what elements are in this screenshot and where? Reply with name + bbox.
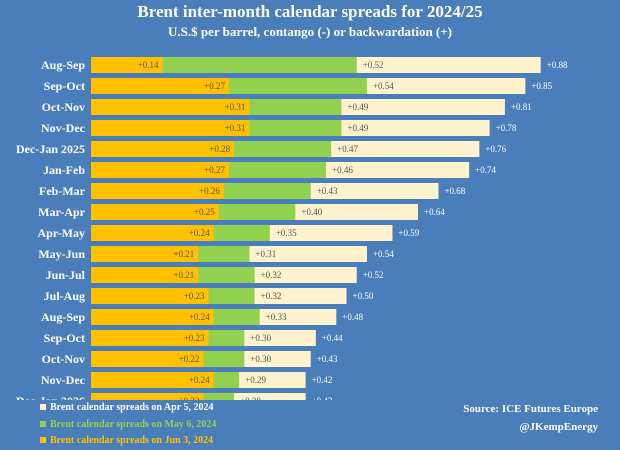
bar-jun <box>91 372 214 388</box>
data-label-apr: +0.64 <box>424 207 445 217</box>
bar-jun <box>91 204 219 220</box>
data-label-may: +0.35 <box>276 228 297 238</box>
data-label-may: +0.52 <box>363 60 384 70</box>
data-label-apr: +0.59 <box>398 228 419 238</box>
data-label-jun: +0.24 <box>189 228 210 238</box>
legend-label: Brent calendar spreads on Jun 3, 2024 <box>50 435 214 446</box>
data-label-may: +0.49 <box>347 102 368 112</box>
data-label-may: +0.31 <box>255 249 276 259</box>
author-text: @JKempEnergy <box>519 421 598 433</box>
data-label-jun: +0.21 <box>173 270 194 280</box>
data-label-apr: +0.43 <box>317 354 338 364</box>
data-label-may: +0.46 <box>332 165 353 175</box>
category-label: Feb-Mar <box>39 184 86 198</box>
category-label: Jun-Jul <box>46 268 86 282</box>
legend-label: Brent calendar spreads on May 6, 2024 <box>50 419 217 430</box>
data-label-apr: +0.42 <box>312 396 333 400</box>
data-label-apr: +0.44 <box>322 333 343 343</box>
category-label: Aug-Sep <box>41 310 85 324</box>
category-label: May-Jun <box>38 247 85 261</box>
category-label: Nov-Dec <box>41 373 86 387</box>
data-label-may: +0.47 <box>337 144 358 154</box>
data-label-may: +0.30 <box>250 333 271 343</box>
data-label-may: +0.32 <box>261 270 282 280</box>
bar-jun <box>91 330 209 346</box>
bar-jun <box>91 99 250 115</box>
data-label-apr: +0.74 <box>475 165 496 175</box>
data-label-jun: +0.28 <box>209 144 230 154</box>
bar-jun <box>91 246 199 262</box>
category-label: Aug-Sep <box>41 58 85 72</box>
data-label-jun: +0.24 <box>189 375 210 385</box>
data-label-may: +0.28 <box>240 396 261 400</box>
data-label-may: +0.54 <box>373 81 394 91</box>
bar-chart: Aug-Sep +0.14 +0.52 +0.88 Sep-Oct +0.27 +0.54 +… <box>16 57 568 400</box>
data-label-jun: +0.22 <box>179 396 200 400</box>
bar-jun <box>91 120 250 136</box>
bar-jun <box>91 183 224 199</box>
data-label-jun: +0.24 <box>189 312 210 322</box>
data-label-apr: +0.50 <box>353 291 374 301</box>
legend-label: Brent calendar spreads on Apr 5, 2024 <box>50 402 214 413</box>
data-label-apr: +0.88 <box>547 60 568 70</box>
data-label-may: +0.49 <box>347 123 368 133</box>
category-label: Jul-Aug <box>44 289 85 303</box>
data-label-apr: +0.85 <box>531 81 552 91</box>
bar-jun <box>91 141 235 157</box>
category-label: Mar-Apr <box>38 205 86 219</box>
bar-jun <box>91 267 199 283</box>
data-label-jun: +0.25 <box>194 207 215 217</box>
bar-jun <box>91 225 214 241</box>
category-label: Sep-Oct <box>44 79 85 93</box>
category-label: Oct-Nov <box>42 352 85 366</box>
data-label-may: +0.29 <box>245 375 266 385</box>
legend-item-apr: Brent calendar spreads on Apr 5, 2024 <box>40 401 213 415</box>
data-label-may: +0.43 <box>317 186 338 196</box>
data-label-may: +0.30 <box>250 354 271 364</box>
bar-jun <box>91 57 163 73</box>
legend-item-may: Brent calendar spreads on May 6, 2024 <box>40 418 216 432</box>
data-label-apr: +0.54 <box>373 249 394 259</box>
data-label-jun: +0.27 <box>204 81 225 91</box>
data-label-jun: +0.31 <box>225 102 246 112</box>
bar-jun <box>91 162 229 178</box>
data-label-jun: +0.26 <box>199 186 220 196</box>
data-label-jun: +0.23 <box>184 333 205 343</box>
bar-jun <box>91 309 214 325</box>
bar-jun <box>91 78 229 94</box>
chart-title: Brent inter-month calendar spreads for 2… <box>137 2 483 21</box>
data-label-jun: +0.31 <box>225 123 246 133</box>
legend-item-jun: Brent calendar spreads on Jun 3, 2024 <box>40 434 213 448</box>
data-label-apr: +0.68 <box>444 186 465 196</box>
data-label-apr: +0.52 <box>363 270 384 280</box>
data-label-jun: +0.27 <box>204 165 225 175</box>
bar-jun <box>91 351 204 367</box>
data-label-jun: +0.23 <box>184 291 205 301</box>
data-label-may: +0.33 <box>266 312 287 322</box>
data-label-apr: +0.76 <box>485 144 506 154</box>
category-label: Apr-May <box>37 226 85 240</box>
data-label-jun: +0.22 <box>179 354 200 364</box>
data-label-jun: +0.21 <box>173 249 194 259</box>
source-text: Source: ICE Futures Europe <box>463 403 598 415</box>
category-label: Dec-Jan 2026 <box>16 394 85 400</box>
category-label: Jan-Feb <box>43 163 85 177</box>
data-label-apr: +0.42 <box>312 375 333 385</box>
data-label-apr: +0.78 <box>496 123 517 133</box>
category-label: Nov-Dec <box>41 121 86 135</box>
chart-subtitle: U.S.$ per barrel, contango (-) or backwa… <box>167 24 452 39</box>
category-label: Oct-Nov <box>42 100 85 114</box>
bar-jun <box>91 393 204 400</box>
data-label-apr: +0.48 <box>342 312 363 322</box>
data-label-may: +0.40 <box>301 207 322 217</box>
category-label: Sep-Oct <box>44 331 85 345</box>
data-label-jun: +0.14 <box>138 60 159 70</box>
data-label-apr: +0.81 <box>511 102 532 112</box>
bar-jun <box>91 288 209 304</box>
category-label: Dec-Jan 2025 <box>16 142 85 156</box>
data-label-may: +0.32 <box>261 291 282 301</box>
